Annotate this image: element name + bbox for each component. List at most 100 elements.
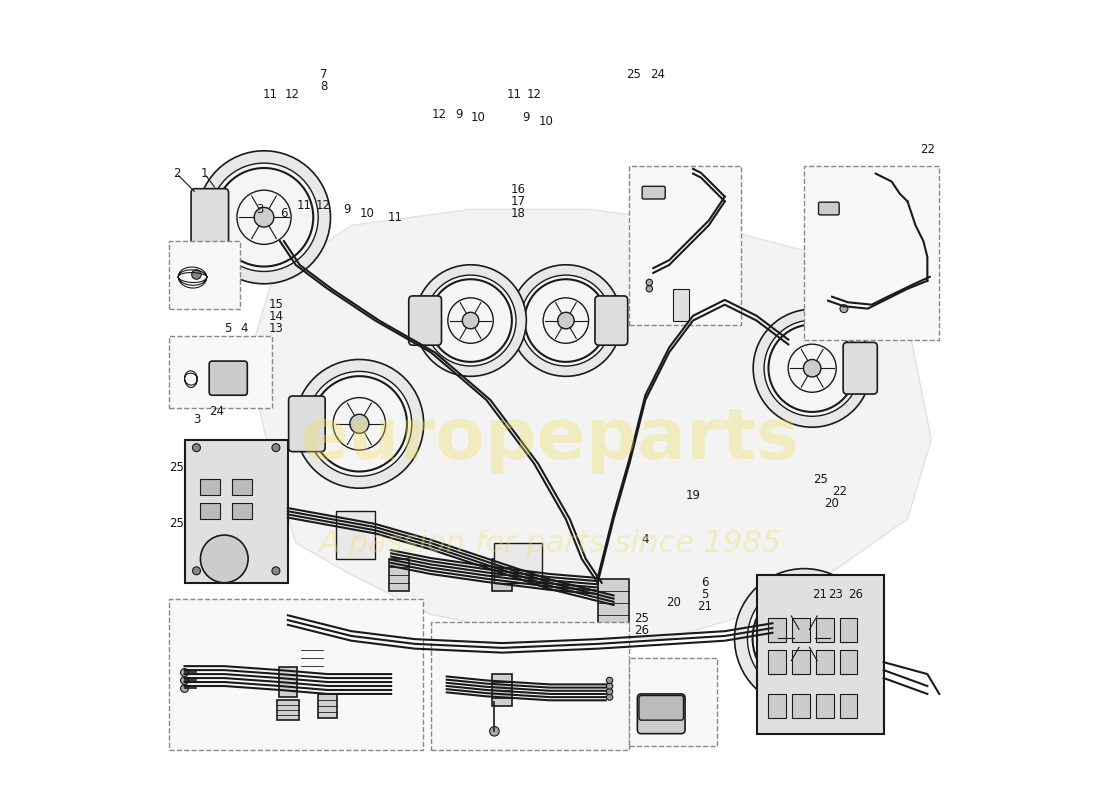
Text: 9: 9 xyxy=(455,107,462,121)
Text: 14: 14 xyxy=(268,310,284,323)
Circle shape xyxy=(180,669,188,677)
Circle shape xyxy=(764,320,860,416)
Text: 12: 12 xyxy=(284,88,299,101)
Circle shape xyxy=(272,444,279,452)
Bar xyxy=(431,622,629,750)
Text: 25: 25 xyxy=(634,612,649,625)
Text: 19: 19 xyxy=(685,489,701,502)
Bar xyxy=(757,574,883,734)
Bar xyxy=(494,543,542,582)
Text: 11: 11 xyxy=(387,210,403,224)
Text: 16: 16 xyxy=(510,183,526,196)
Bar xyxy=(200,503,220,519)
Text: 24: 24 xyxy=(209,406,223,418)
Bar xyxy=(769,650,785,674)
Text: europeparts: europeparts xyxy=(300,406,800,474)
FancyBboxPatch shape xyxy=(409,296,441,345)
FancyBboxPatch shape xyxy=(209,361,248,395)
Text: 12: 12 xyxy=(316,199,331,212)
Bar xyxy=(840,694,858,718)
Text: 10: 10 xyxy=(360,207,375,220)
Bar xyxy=(629,166,740,325)
Bar xyxy=(816,618,834,642)
FancyBboxPatch shape xyxy=(639,695,683,720)
Circle shape xyxy=(747,582,861,695)
Bar xyxy=(816,694,834,718)
Circle shape xyxy=(803,359,821,377)
Text: 22: 22 xyxy=(920,143,935,156)
FancyBboxPatch shape xyxy=(288,396,326,452)
Text: 1: 1 xyxy=(200,167,208,180)
Bar xyxy=(318,694,338,718)
Circle shape xyxy=(295,359,424,488)
Text: 11: 11 xyxy=(296,199,311,212)
Circle shape xyxy=(646,279,652,286)
Circle shape xyxy=(272,567,279,574)
Circle shape xyxy=(210,163,318,271)
Text: 21: 21 xyxy=(697,600,713,613)
Circle shape xyxy=(462,312,478,329)
Bar xyxy=(200,479,220,495)
Circle shape xyxy=(754,310,871,427)
Text: 9: 9 xyxy=(522,111,530,125)
Bar xyxy=(277,700,299,720)
Bar xyxy=(232,503,252,519)
FancyBboxPatch shape xyxy=(642,186,666,199)
Circle shape xyxy=(415,265,526,376)
Text: 5: 5 xyxy=(224,322,232,335)
Circle shape xyxy=(606,678,613,684)
Text: 18: 18 xyxy=(510,207,526,220)
Polygon shape xyxy=(249,210,932,638)
Text: 17: 17 xyxy=(510,195,526,208)
Circle shape xyxy=(520,275,612,366)
Text: 25: 25 xyxy=(169,517,184,530)
Circle shape xyxy=(180,685,188,692)
Bar xyxy=(389,559,409,590)
Text: 11: 11 xyxy=(263,88,278,101)
Text: 20: 20 xyxy=(666,596,681,609)
Text: 10: 10 xyxy=(539,115,553,129)
Circle shape xyxy=(200,535,249,582)
Circle shape xyxy=(307,371,411,476)
Circle shape xyxy=(198,150,330,284)
Bar xyxy=(336,511,375,559)
Text: 26: 26 xyxy=(634,624,649,637)
Text: 3: 3 xyxy=(192,414,200,426)
Circle shape xyxy=(606,683,613,689)
Bar xyxy=(816,650,834,674)
Text: 24: 24 xyxy=(650,68,664,81)
Bar xyxy=(673,289,689,321)
Circle shape xyxy=(558,312,574,329)
Bar xyxy=(279,667,297,697)
Text: 20: 20 xyxy=(825,497,839,510)
Text: 12: 12 xyxy=(431,107,447,121)
Circle shape xyxy=(840,305,848,313)
Bar xyxy=(769,618,785,642)
Text: 13: 13 xyxy=(268,322,284,335)
FancyBboxPatch shape xyxy=(191,189,229,246)
Text: 8: 8 xyxy=(320,80,328,93)
Text: 12: 12 xyxy=(527,88,541,101)
Circle shape xyxy=(735,569,873,708)
Text: 11: 11 xyxy=(507,88,521,101)
Bar xyxy=(597,578,629,626)
Bar xyxy=(629,658,717,746)
Circle shape xyxy=(606,688,613,694)
Circle shape xyxy=(192,567,200,574)
Text: 22: 22 xyxy=(833,485,847,498)
Text: 26: 26 xyxy=(848,588,864,601)
Circle shape xyxy=(192,444,200,452)
Bar xyxy=(792,694,810,718)
Circle shape xyxy=(794,628,814,649)
Text: 10: 10 xyxy=(471,111,486,125)
Text: 15: 15 xyxy=(268,298,284,311)
Bar xyxy=(493,559,513,590)
Text: 9: 9 xyxy=(343,203,351,216)
Text: 3: 3 xyxy=(256,203,264,216)
Text: 21: 21 xyxy=(813,588,827,601)
Text: 5: 5 xyxy=(701,588,708,601)
FancyBboxPatch shape xyxy=(842,609,880,668)
Bar xyxy=(804,166,939,341)
Circle shape xyxy=(425,275,516,366)
Bar xyxy=(792,618,810,642)
